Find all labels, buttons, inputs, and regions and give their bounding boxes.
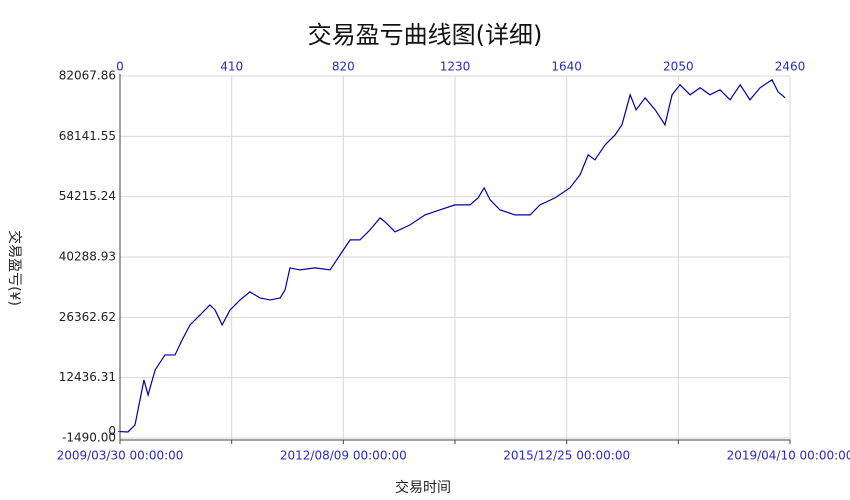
x-tick-label: 410	[220, 60, 243, 74]
date-tick-label: 2019/04/10 00:00:00	[727, 449, 850, 463]
chart-title: 交易盈亏曲线图(详细)	[308, 21, 543, 49]
x-tick-label: 1640	[551, 60, 582, 74]
y-tick-label: 26362.62	[59, 310, 116, 324]
date-tick-label: 2009/03/30 00:00:00	[57, 449, 184, 463]
x-tick-label: 0	[116, 60, 124, 74]
x-tick-label: 1230	[440, 60, 471, 74]
y-tick-label: 82067.86	[59, 69, 116, 83]
y-tick-label: 54215.24	[59, 189, 116, 203]
x-axis-title: 交易时间	[395, 479, 451, 496]
x-tick-label: 820	[332, 60, 355, 74]
y-axis-title: 交易盈亏(¥)	[6, 230, 23, 306]
x-tick-label: 2460	[775, 60, 806, 74]
y-tick-label: 40288.93	[59, 250, 116, 264]
y-tick-label: 12436.31	[59, 370, 116, 384]
zero-tick-label: 0	[108, 424, 116, 438]
y-tick-label: 68141.55	[59, 129, 116, 143]
date-tick-label: 2015/12/25 00:00:00	[503, 449, 630, 463]
date-tick-label: 2012/08/09 00:00:00	[280, 449, 407, 463]
y-tick-label: -1490.00	[62, 431, 116, 445]
series-line	[119, 78, 786, 433]
x-tick-label: 2050	[663, 60, 694, 74]
